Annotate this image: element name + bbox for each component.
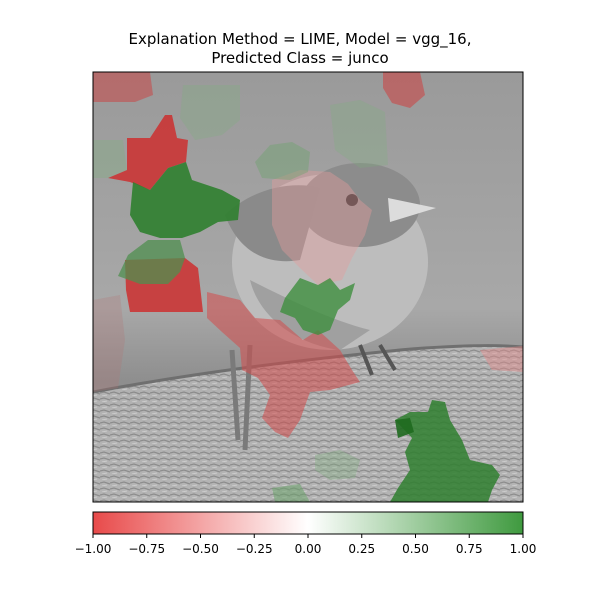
- colorbar-tick-label: 0.00: [295, 542, 322, 556]
- negative-superpixels: [93, 72, 523, 438]
- colorbar-gradient: [92, 511, 524, 535]
- bird-eye-shape: [346, 194, 358, 206]
- colorbar-tick-label: 0.50: [402, 542, 429, 556]
- colorbar-tick-label: −0.25: [236, 542, 273, 556]
- colorbar-tick-label: 0.75: [456, 542, 483, 556]
- bird-beak-shape: [388, 198, 436, 222]
- colorbar-tick-label: 1.00: [510, 542, 537, 556]
- colorbar: −1.00 −0.75 −0.50 −0.25 0.00 0.25 0.50 0.75 1.00: [75, 511, 537, 556]
- bird-head-shape: [300, 163, 420, 247]
- colorbar-tick-label: 0.25: [348, 542, 375, 556]
- positive-superpixels: [93, 85, 500, 502]
- colorbar-tick-label: −0.75: [128, 542, 165, 556]
- image-frame: [92, 71, 524, 503]
- colorbar-tick-label: −0.50: [182, 542, 219, 556]
- figure-title-line-2: Predicted Class = junco: [211, 49, 389, 67]
- figure-title-line-1: Explanation Method = LIME, Model = vgg_1…: [128, 30, 472, 48]
- explanation-image: [93, 72, 523, 502]
- colorbar-tick-label: −1.00: [75, 542, 112, 556]
